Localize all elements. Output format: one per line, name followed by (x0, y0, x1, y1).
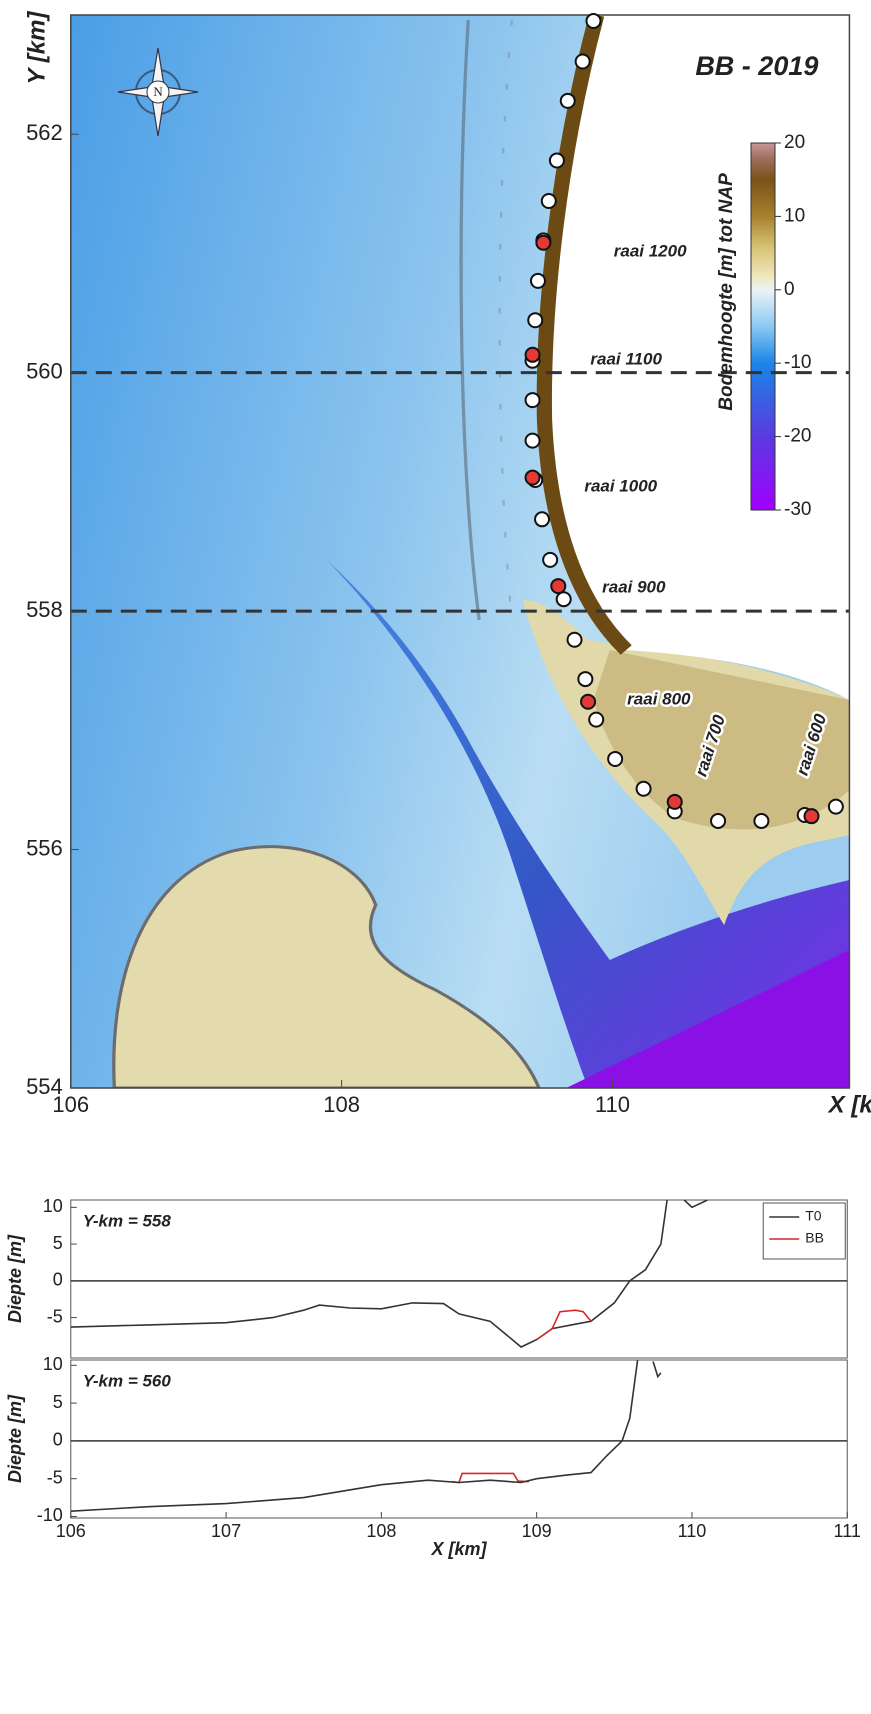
transect-point (576, 54, 590, 68)
axes-frame (71, 1360, 847, 1518)
x-axis-label: X [km] (827, 1091, 871, 1118)
y-tick-label: 5 (53, 1392, 63, 1412)
x-tick-label: 111 (834, 1521, 861, 1541)
transect-point (526, 434, 540, 448)
y-tick-label: 560 (26, 358, 63, 383)
y-axis-label: Y [km] (23, 11, 50, 85)
transect-point (589, 713, 603, 727)
transect-point (561, 94, 575, 108)
colorbar-label: Bodemhoogte [m] tot NAP (716, 173, 737, 411)
colorbar-tick-label: 0 (784, 279, 795, 300)
panel-label: Y-km = 558 (83, 1211, 172, 1230)
colorbar (751, 143, 775, 510)
colorbar-tick-label: -10 (784, 352, 811, 373)
x-tick-label: 110 (595, 1092, 630, 1117)
transect-label: raai 900 (602, 577, 666, 596)
y-tick-label: 554 (26, 1074, 63, 1099)
figure: N 106 108 110 554 556 558 560 562 X [km] Y [km] BB… (0, 0, 871, 1709)
transect-point (551, 579, 565, 593)
colorbar-tick-label: -20 (784, 426, 811, 447)
transect-point (526, 393, 540, 407)
colorbar-tick-label: -30 (784, 499, 811, 520)
x-tick-label: 110 (678, 1521, 707, 1541)
panel-label: Y-km = 560 (83, 1371, 172, 1390)
chart-title: BB - 2019 (695, 51, 818, 81)
y-axis-label: Diepte [m] (5, 1234, 25, 1323)
transect-label: raai 1100 (590, 349, 662, 368)
transect-point (754, 814, 768, 828)
transect-label: raai 1200 (614, 241, 687, 260)
y-tick-label: -5 (47, 1467, 63, 1487)
transect-point (536, 236, 550, 250)
x-tick-label: 108 (366, 1521, 396, 1541)
axes-frame (71, 1200, 847, 1358)
transect-point (542, 194, 556, 208)
transect-point (531, 274, 545, 288)
x-tick-label: 108 (323, 1092, 360, 1117)
transect-point (805, 809, 819, 823)
y-tick-label: 558 (26, 597, 63, 622)
north-label: N (153, 84, 163, 99)
x-tick-label: 109 (522, 1521, 552, 1541)
transect-point (535, 512, 549, 526)
transect-point (668, 795, 682, 809)
y-tick-label: 0 (53, 1430, 63, 1450)
page: {"chart_data": [ {"type": "map", "title"… (0, 0, 871, 1709)
legend-label: T0 (805, 1208, 822, 1224)
transect-point (557, 592, 571, 606)
legend-label: BB (805, 1230, 824, 1246)
colorbar-tick-label: 10 (784, 205, 805, 226)
x-tick-label: 106 (56, 1521, 86, 1541)
transect-point (637, 782, 651, 796)
transect-point (829, 800, 843, 814)
x-tick-label: 107 (211, 1521, 241, 1541)
transect-point (526, 348, 540, 362)
y-tick-label: 10 (43, 1196, 63, 1216)
y-tick-label: 556 (26, 835, 63, 860)
y-axis-label: Diepte [m] (5, 1394, 25, 1483)
legend-box (763, 1203, 845, 1259)
transect-point (581, 695, 595, 709)
transect-point (526, 471, 540, 485)
colorbar-tick-label: 20 (784, 132, 805, 153)
transect-point (608, 752, 622, 766)
y-tick-label: 5 (53, 1233, 63, 1253)
y-tick-label: 562 (26, 120, 63, 145)
x-axis-label: X [km] (431, 1539, 488, 1559)
y-tick-label: -5 (47, 1306, 63, 1326)
transect-point (568, 633, 582, 647)
transect-point (586, 14, 600, 28)
y-tick-label: 0 (53, 1270, 63, 1290)
transect-point (578, 672, 592, 686)
y-tick-label: 10 (43, 1354, 63, 1374)
transect-label: raai 800 (627, 689, 691, 708)
transect-point (550, 153, 564, 167)
transect-label: raai 1000 (584, 476, 657, 495)
transect-point (528, 313, 542, 327)
transect-point (543, 553, 557, 567)
transect-point (711, 814, 725, 828)
